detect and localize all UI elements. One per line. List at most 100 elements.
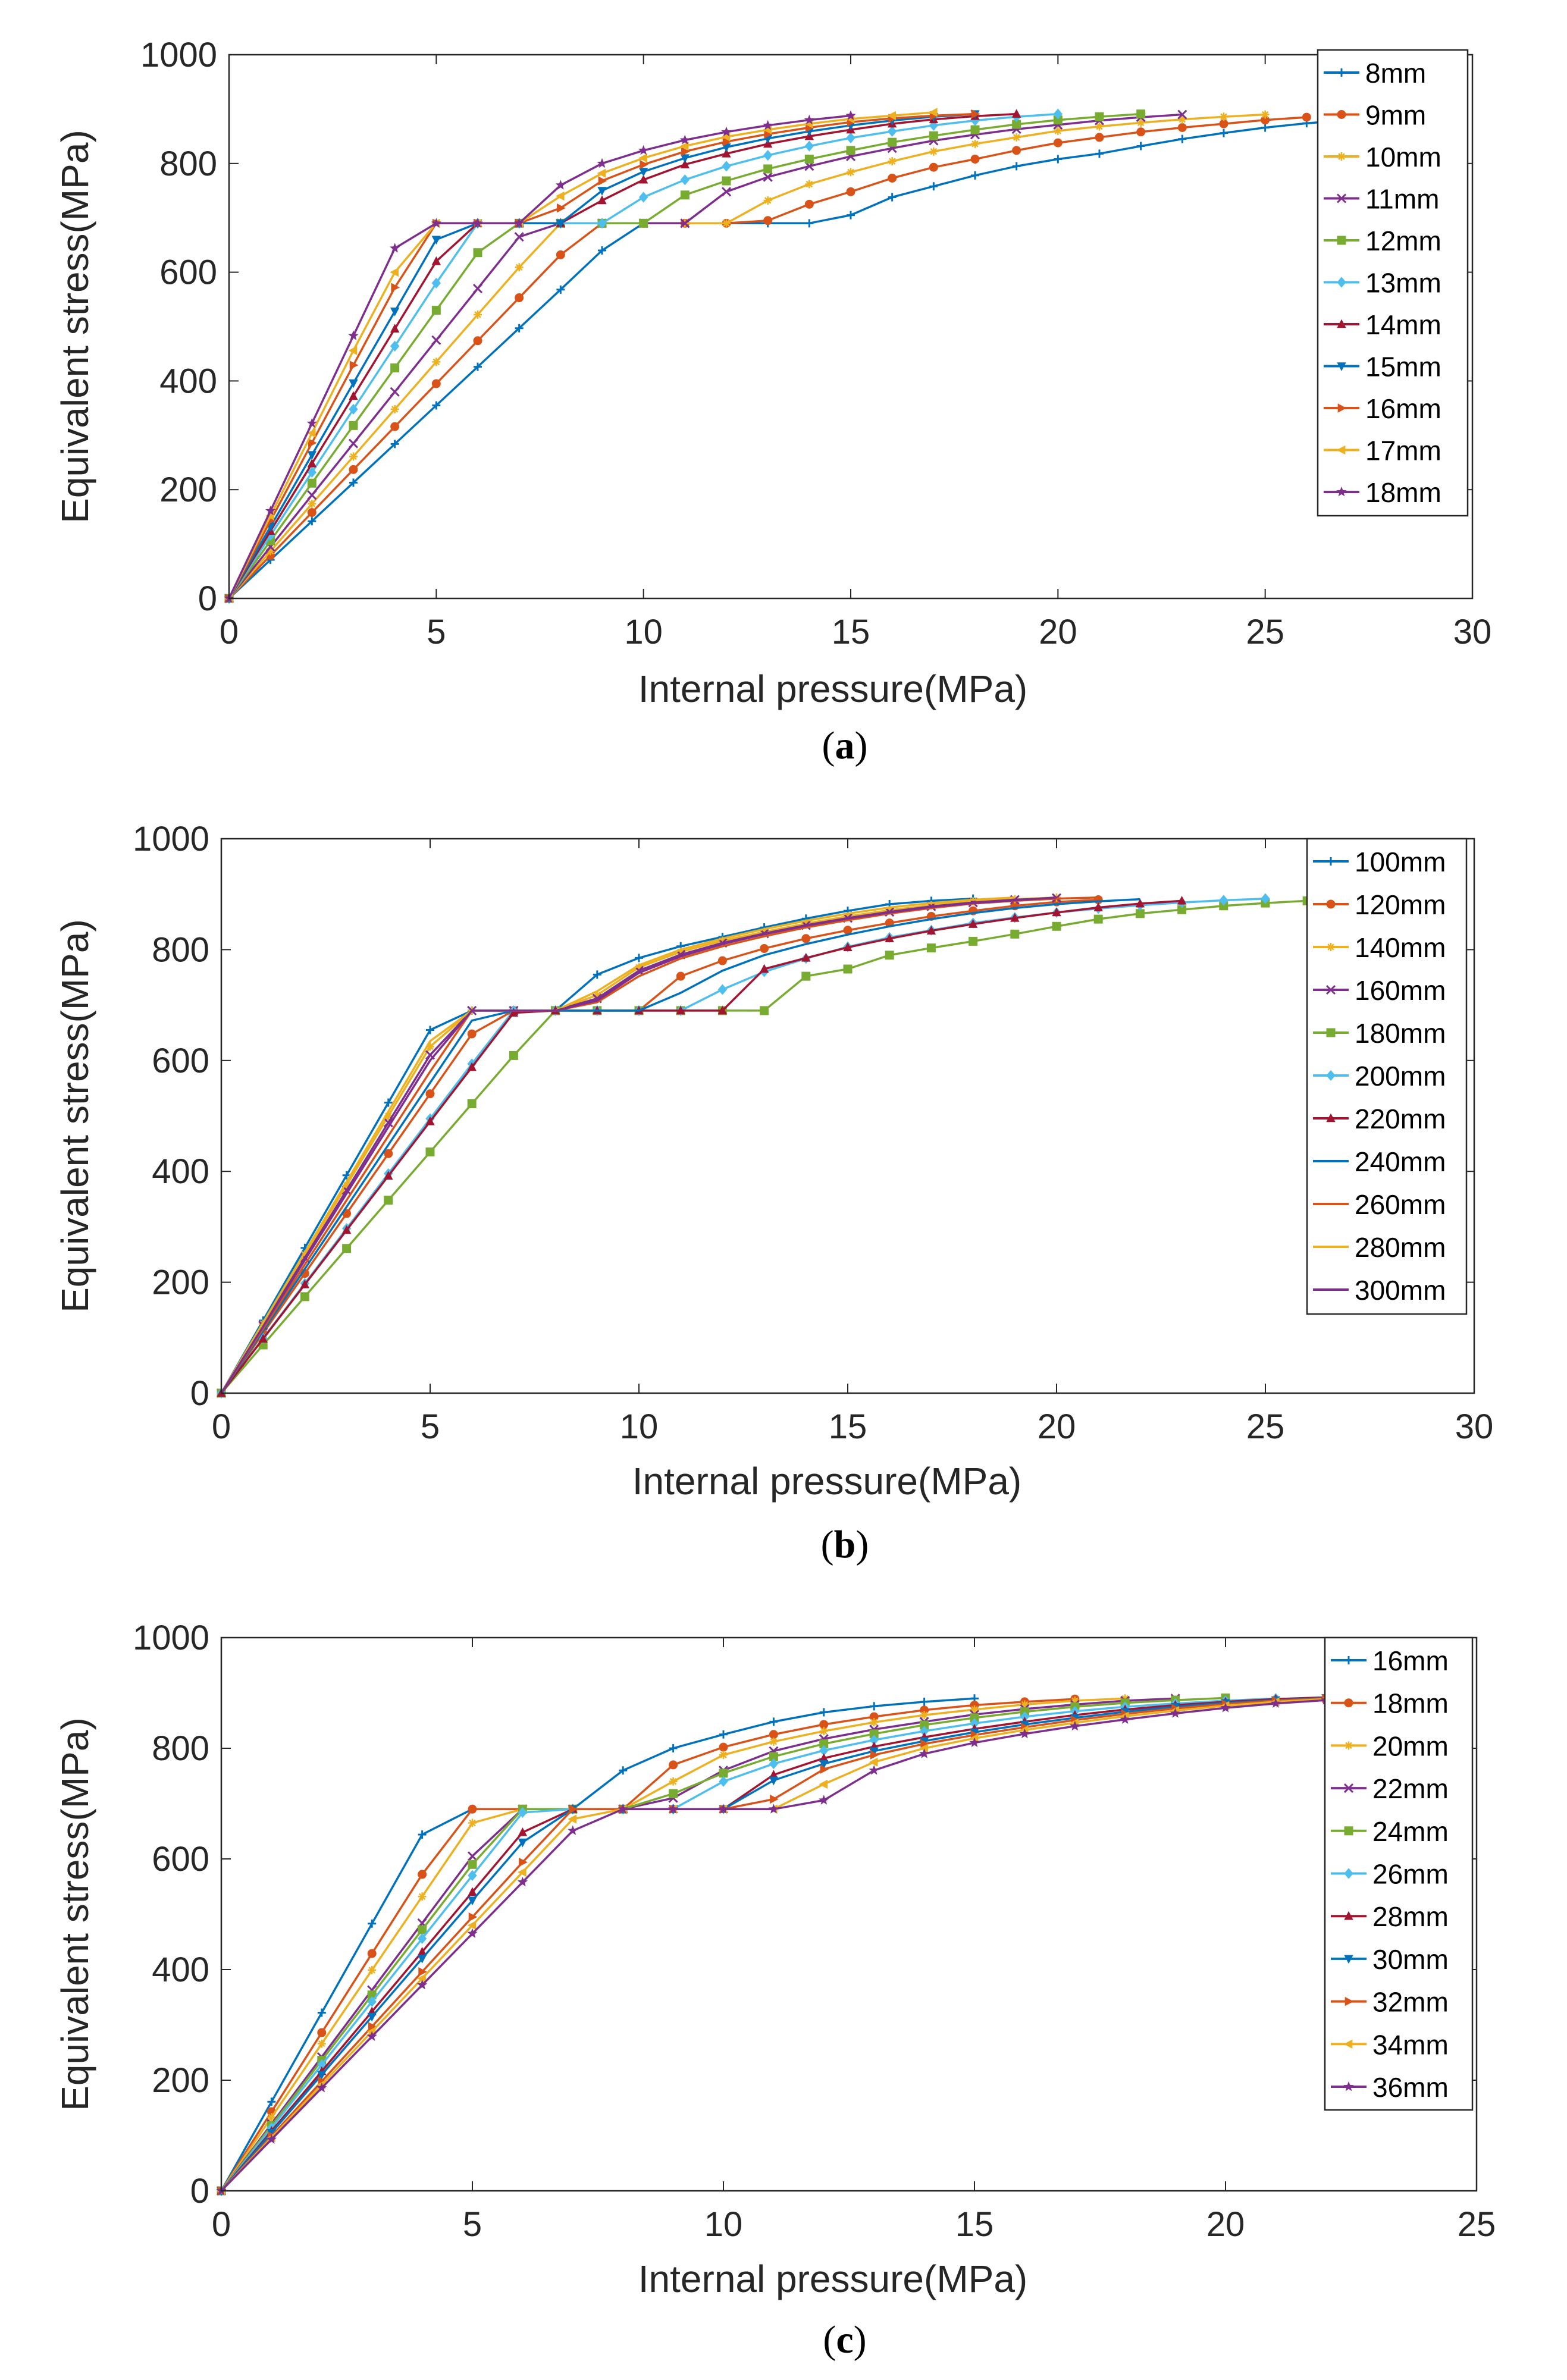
x-tick-label: 5 <box>427 613 446 651</box>
legend-label: 28mm <box>1372 1901 1449 1932</box>
data-point <box>722 148 731 158</box>
data-point <box>1220 128 1228 137</box>
data-point <box>569 1804 578 1814</box>
data-point <box>425 1089 435 1099</box>
data-point <box>556 285 565 294</box>
axes-box <box>220 1636 1478 2192</box>
data-point <box>971 109 980 119</box>
legend: 100mm 120mm 140mm 160mm 180mm 200mm 220mm 240mm… <box>1306 838 1468 1315</box>
data-point <box>390 324 400 333</box>
data-point <box>518 1867 526 1877</box>
data-point <box>316 2082 327 2093</box>
data-point <box>805 180 814 189</box>
data-point <box>804 114 814 124</box>
y-tick-label: 600 <box>152 1042 209 1080</box>
data-point <box>467 1920 477 1930</box>
data-point <box>308 499 316 508</box>
series-line-280mm <box>220 896 1015 1394</box>
data-point <box>514 218 525 228</box>
y-axis-label: Equivalent stress(MPa) <box>54 919 96 1313</box>
legend-label: 12mm <box>1365 225 1441 256</box>
x-tick-label: 10 <box>624 613 663 651</box>
data-point <box>870 1750 879 1760</box>
data-point <box>717 1005 728 1015</box>
data-point <box>721 126 732 137</box>
data-point <box>870 1702 879 1711</box>
data-point <box>928 108 938 117</box>
data-point <box>349 379 358 388</box>
data-point <box>597 158 607 168</box>
data-point <box>1012 133 1021 142</box>
panel-caption: (b) <box>821 1523 869 1566</box>
data-point <box>416 1979 428 1990</box>
data-point <box>390 440 399 449</box>
data-point <box>341 1225 352 1234</box>
x-axis-label: Internal pressure(MPa) <box>638 667 1027 710</box>
data-point <box>1219 895 1228 906</box>
data-point <box>368 2022 377 2031</box>
y-tick-label: 200 <box>152 1263 209 1302</box>
data-point <box>1302 112 1311 122</box>
y-tick-label: 400 <box>159 362 217 400</box>
data-point <box>970 154 980 164</box>
legend-marker <box>1337 403 1347 413</box>
data-point <box>760 1006 769 1015</box>
data-point <box>431 306 441 315</box>
data-point <box>1019 1728 1030 1739</box>
data-point <box>1120 1714 1130 1724</box>
data-point <box>425 1116 435 1125</box>
data-point <box>888 173 897 183</box>
data-point <box>1011 109 1021 118</box>
data-point <box>669 1777 678 1786</box>
data-point <box>1220 112 1228 121</box>
legend-marker <box>1336 486 1347 497</box>
legend-label: 140mm <box>1355 932 1446 963</box>
data-point <box>1135 898 1145 908</box>
data-point <box>1261 110 1270 119</box>
legend-marker <box>1344 1955 1353 1964</box>
data-point <box>348 346 358 355</box>
legend-label: 16mm <box>1372 1645 1449 1676</box>
data-point <box>384 1149 393 1158</box>
data-point <box>1012 146 1021 155</box>
data-point <box>1093 914 1103 924</box>
legend-marker <box>1343 1783 1354 1793</box>
data-point <box>349 391 358 400</box>
data-point <box>426 1042 434 1051</box>
series-line-120mm <box>220 898 1099 1394</box>
data-point <box>267 2113 276 2122</box>
data-point <box>769 1776 779 1786</box>
data-point <box>719 1751 728 1760</box>
data-point <box>619 1766 628 1775</box>
data-point <box>885 933 894 943</box>
x-tick-label: 25 <box>1246 613 1284 651</box>
panel-caption: (c) <box>823 2318 866 2362</box>
y-tick-label: 1000 <box>133 1619 209 1657</box>
data-point <box>618 1804 628 1814</box>
legend-marker <box>1337 236 1346 245</box>
legend-label: 14mm <box>1365 309 1441 340</box>
data-point <box>349 403 358 415</box>
data-point <box>598 176 607 186</box>
legend-label: 8mm <box>1365 58 1426 89</box>
data-point <box>306 428 316 438</box>
data-point <box>390 267 399 277</box>
data-point <box>722 143 731 152</box>
legend-marker <box>1343 2039 1353 2049</box>
data-point <box>801 919 810 928</box>
data-point <box>431 256 441 265</box>
legend-marker <box>1327 943 1335 951</box>
legend-marker <box>1343 2081 1354 2091</box>
data-point <box>390 363 400 372</box>
data-point <box>518 1838 528 1848</box>
series-180mm <box>217 896 1312 1398</box>
x-tick-label: 30 <box>1455 1407 1494 1446</box>
data-point <box>266 2134 277 2144</box>
data-point <box>515 324 524 333</box>
data-point <box>467 1099 477 1108</box>
data-point <box>804 199 814 209</box>
data-point <box>418 1925 427 1934</box>
data-point <box>1095 112 1104 121</box>
data-point <box>763 164 773 174</box>
y-tick-label: 1000 <box>140 36 217 74</box>
